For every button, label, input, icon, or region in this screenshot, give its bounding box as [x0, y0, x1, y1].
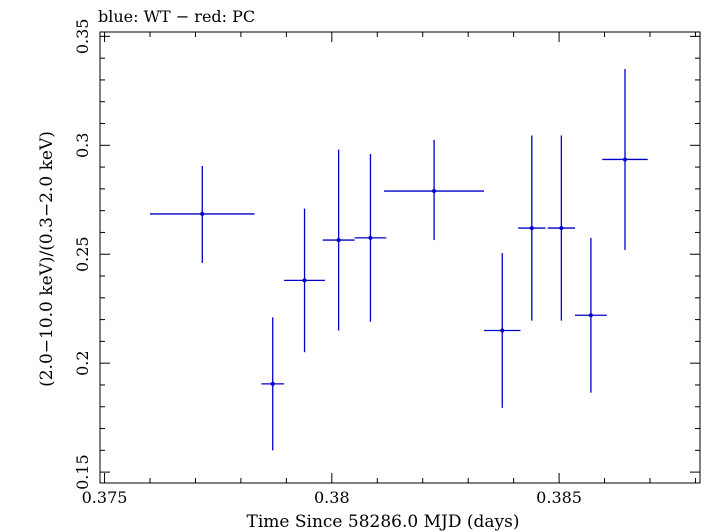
y-tick-label: 0.3: [73, 133, 92, 158]
point-marker: [529, 226, 534, 231]
data-series: [150, 69, 648, 451]
y-axis-label: (2.0−10.0 keV)/(0.3−2.0 keV): [37, 131, 57, 387]
y-tick-label: 0.25: [73, 236, 92, 272]
data-point: [484, 253, 521, 408]
data-point: [384, 139, 485, 241]
y-tick-label: 0.35: [73, 19, 92, 55]
x-axis-ticks: 0.375 0.38 0.385: [82, 32, 696, 507]
plot-border: [99, 31, 701, 484]
point-marker: [432, 189, 437, 194]
data-point: [518, 135, 546, 321]
data-point: [602, 69, 648, 250]
x-tick-label: 0.375: [82, 488, 128, 507]
point-marker: [500, 328, 505, 333]
plot-frame: [99, 31, 701, 484]
x-axis-label: Time Since 58286.0 MJD (days): [247, 512, 520, 532]
y-tick-label: 0.2: [73, 350, 92, 375]
point-marker: [270, 381, 275, 386]
point-marker: [302, 278, 307, 283]
x-tick-label: 0.38: [314, 488, 350, 507]
data-point: [354, 154, 387, 322]
data-point: [547, 135, 575, 321]
point-marker: [588, 313, 593, 318]
point-marker: [200, 211, 205, 216]
data-point: [284, 208, 325, 353]
point-marker: [368, 235, 373, 240]
data-point: [322, 149, 355, 331]
chart-title: blue: WT − red: PC: [98, 7, 255, 26]
y-tick-label: 0.15: [73, 454, 92, 490]
data-point: [575, 237, 607, 393]
point-marker: [623, 157, 627, 162]
y-axis-ticks: 0.15 0.2 0.25 0.3 0.35: [73, 19, 700, 490]
x-tick-label: 0.385: [536, 488, 582, 507]
point-marker: [336, 238, 341, 243]
data-point: [150, 165, 255, 263]
data-point: [261, 317, 285, 451]
point-marker: [559, 226, 564, 231]
